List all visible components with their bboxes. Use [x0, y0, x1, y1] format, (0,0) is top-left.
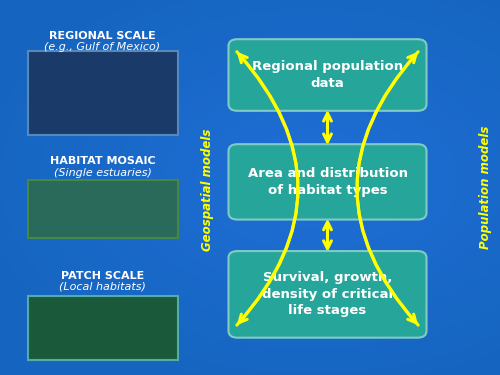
Text: (Single estuaries): (Single estuaries): [54, 168, 152, 177]
Text: Regional population
data: Regional population data: [252, 60, 403, 90]
Text: (e.g., Gulf of Mexico): (e.g., Gulf of Mexico): [44, 42, 160, 52]
FancyBboxPatch shape: [228, 144, 426, 220]
Text: Survival, growth,
density of critical
life stages: Survival, growth, density of critical li…: [262, 272, 393, 317]
Text: Geospatial models: Geospatial models: [201, 128, 214, 250]
Text: PATCH SCALE: PATCH SCALE: [61, 271, 144, 280]
FancyBboxPatch shape: [28, 51, 178, 135]
Text: Population models: Population models: [478, 126, 492, 249]
FancyBboxPatch shape: [228, 251, 426, 338]
Text: REGIONAL SCALE: REGIONAL SCALE: [49, 31, 156, 40]
Text: HABITAT MOSAIC: HABITAT MOSAIC: [50, 156, 156, 166]
FancyBboxPatch shape: [28, 296, 178, 360]
FancyBboxPatch shape: [228, 39, 426, 111]
Text: (Local habitats): (Local habitats): [59, 282, 146, 292]
FancyBboxPatch shape: [28, 180, 178, 238]
Text: Area and distribution
of habitat types: Area and distribution of habitat types: [248, 167, 408, 196]
